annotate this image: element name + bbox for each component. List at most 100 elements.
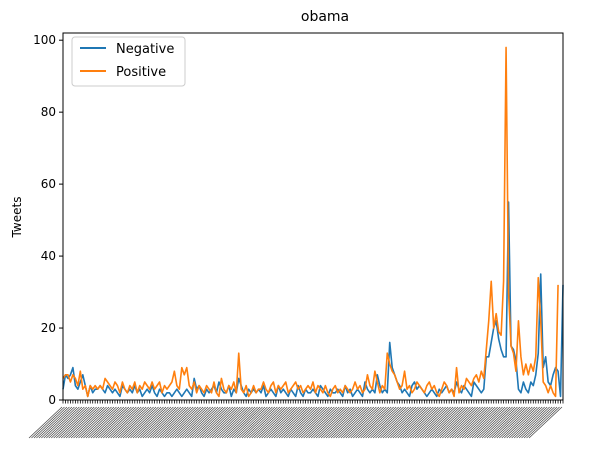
y-tick-label: 100 xyxy=(33,33,56,47)
x-tick-label xyxy=(360,406,394,439)
x-tick-label xyxy=(325,406,360,439)
x-tick-label xyxy=(397,406,432,439)
x-tick-label xyxy=(348,406,382,439)
x-tick-label xyxy=(221,406,256,439)
x-tick-label xyxy=(370,406,404,439)
x-tick-label xyxy=(48,406,83,439)
x-tick-label xyxy=(137,406,172,439)
x-tick-label xyxy=(70,406,105,439)
x-tick-label xyxy=(112,406,147,439)
x-tick-label xyxy=(189,406,224,439)
x-tick-label xyxy=(328,406,362,439)
x-tick-label xyxy=(130,406,164,439)
x-tick-label xyxy=(182,406,216,439)
x-tick-label xyxy=(513,406,548,439)
x-tick-label xyxy=(174,406,209,439)
x-tick-label xyxy=(95,406,130,439)
x-tick-label xyxy=(303,406,337,439)
x-tick-label xyxy=(400,406,434,439)
x-tick-label xyxy=(172,406,206,439)
y-axis-label: Tweets xyxy=(10,197,24,239)
y-tick-label: 20 xyxy=(41,321,56,335)
x-tick-label xyxy=(489,406,523,439)
x-tick-label xyxy=(330,406,365,439)
x-tick-label xyxy=(100,406,135,439)
x-tick-label xyxy=(216,406,251,439)
axes-frame xyxy=(62,32,564,401)
x-tick-label xyxy=(107,406,142,439)
x-tick-label xyxy=(142,406,177,439)
x-tick-label xyxy=(157,406,191,439)
legend: Negative Positive xyxy=(71,36,186,87)
x-tick-label xyxy=(459,406,493,439)
plot-area xyxy=(62,46,564,398)
x-tick-label xyxy=(78,406,112,439)
x-tick-label xyxy=(254,406,288,439)
x-tick-label xyxy=(273,406,308,439)
x-tick-label xyxy=(120,406,154,439)
x-tick-label xyxy=(261,406,295,439)
x-tick-label xyxy=(197,406,231,439)
x-tick-label xyxy=(147,406,182,439)
x-tick-label xyxy=(452,406,486,439)
x-tick-label xyxy=(417,406,451,439)
x-tick-label xyxy=(419,406,454,439)
x-tick-label xyxy=(177,406,211,439)
x-tick-label xyxy=(266,406,300,439)
x-tick-label xyxy=(315,406,350,439)
y-ticks: 0 20 40 60 80 100 xyxy=(33,33,63,407)
x-tick-label xyxy=(479,406,513,439)
x-tick-label xyxy=(43,406,78,439)
x-tick-label xyxy=(122,406,157,439)
x-tick-label xyxy=(518,406,553,439)
x-tick-label xyxy=(392,406,427,439)
x-tick-label xyxy=(98,406,132,439)
x-tick-label xyxy=(367,406,402,439)
x-tick-label xyxy=(409,406,444,439)
x-tick-label xyxy=(154,406,189,439)
x-tick-label xyxy=(387,406,422,439)
x-tick-label xyxy=(424,406,459,439)
x-tick-label xyxy=(31,406,65,439)
x-tick-label xyxy=(88,406,122,439)
x-tick-label xyxy=(382,406,417,439)
series-line-negative xyxy=(62,201,564,398)
y-tick-label: 60 xyxy=(41,177,56,191)
x-tick-label xyxy=(36,406,70,439)
x-tick-label xyxy=(414,406,449,439)
x-tick-label xyxy=(234,406,268,439)
x-tick-label xyxy=(135,406,169,439)
x-tick-label xyxy=(511,406,545,439)
x-tick-label xyxy=(318,406,352,439)
x-tick-label xyxy=(152,406,187,439)
x-ticks xyxy=(28,400,564,439)
x-tick-label xyxy=(464,406,498,439)
x-tick-label xyxy=(132,406,167,439)
x-tick-label xyxy=(345,406,380,439)
x-tick-label xyxy=(214,406,248,439)
x-tick-label xyxy=(407,406,441,439)
x-tick-label xyxy=(456,406,491,439)
x-tick-label xyxy=(496,406,531,439)
x-tick-label xyxy=(350,406,385,439)
x-tick-label xyxy=(278,406,313,439)
x-tick-label xyxy=(320,406,355,439)
x-tick-label xyxy=(412,406,446,439)
x-tick-label xyxy=(469,406,503,439)
x-tick-label xyxy=(444,406,479,439)
x-tick-label xyxy=(288,406,323,439)
x-tick-label xyxy=(281,406,315,439)
x-tick-label xyxy=(236,406,271,439)
y-tick-label: 40 xyxy=(41,249,56,263)
y-tick-label: 80 xyxy=(41,105,56,119)
x-tick-label xyxy=(434,406,469,439)
x-tick-label xyxy=(127,406,162,439)
x-tick-label xyxy=(41,406,75,439)
x-tick-label xyxy=(481,406,516,439)
x-tick-label xyxy=(442,406,476,439)
x-tick-label xyxy=(305,406,340,439)
x-tick-label xyxy=(506,406,540,439)
x-tick-label xyxy=(115,406,149,439)
x-tick-label xyxy=(422,406,456,439)
